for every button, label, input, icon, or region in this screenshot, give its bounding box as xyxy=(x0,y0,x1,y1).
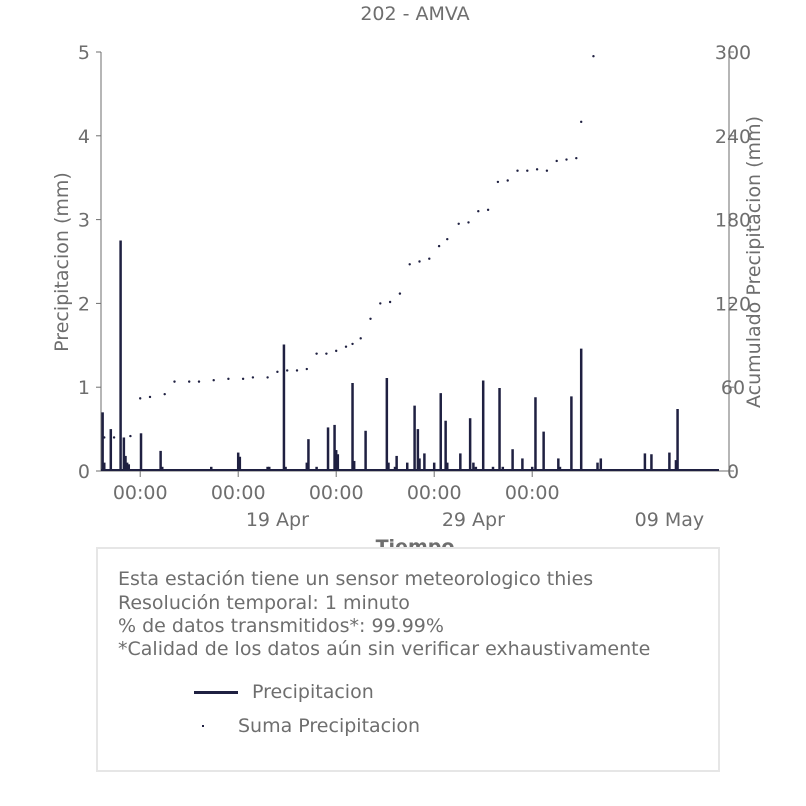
legend-suma-precipitacion: Suma Precipitacion xyxy=(238,715,421,737)
x-date-label: 19 Apr xyxy=(246,509,309,531)
cumulative-point xyxy=(477,210,480,213)
cumulative-point xyxy=(457,222,460,225)
cumulative-point xyxy=(139,397,142,400)
y2-tick-label: 60 xyxy=(721,377,745,399)
x-date-label: 09 May xyxy=(635,509,705,531)
info-legend-box: Esta estación tiene un sensor meteorolog… xyxy=(96,547,720,772)
y-tick-label: 2 xyxy=(78,293,90,315)
cumulative-point xyxy=(241,377,245,381)
cumulative-point xyxy=(580,120,583,124)
y2-tick-label: 180 xyxy=(715,210,751,232)
legend-dot-swatch xyxy=(202,725,204,727)
x-tick-label: 00:00 xyxy=(505,482,560,504)
cumulative-point xyxy=(555,159,558,163)
cumulative-point xyxy=(295,369,299,372)
legend-precipitacion: Precipitacion xyxy=(252,681,374,703)
cumulative-point xyxy=(388,300,392,304)
cumulative-point xyxy=(379,302,382,305)
y-tick-label: 0 xyxy=(78,461,90,483)
y-tick-label: 5 xyxy=(78,42,90,64)
y2-tick-label: 300 xyxy=(715,42,751,64)
y2-tick-label: 240 xyxy=(715,126,751,148)
cumulative-point xyxy=(359,337,362,340)
cumulative-point xyxy=(344,345,348,348)
info-sensor: Esta estación tiene un sensor meteorolog… xyxy=(118,568,594,590)
cumulative-point xyxy=(526,169,529,172)
cumulative-point xyxy=(212,379,215,382)
info-resolution: Resolución temporal: 1 minuto xyxy=(118,592,410,614)
cumulative-series xyxy=(103,54,595,439)
cumulative-point xyxy=(398,292,402,295)
cumulative-point xyxy=(276,370,279,374)
y2-tick-label: 120 xyxy=(715,293,751,315)
x-date-label: 29 Apr xyxy=(442,509,505,531)
x-tick-label: 00:00 xyxy=(211,482,266,504)
cumulative-point xyxy=(418,260,421,263)
x-tick-label: 00:00 xyxy=(407,482,462,504)
cumulative-point xyxy=(173,380,176,383)
cumulative-point xyxy=(266,376,269,379)
y-tick-label: 3 xyxy=(78,210,90,232)
cumulative-point xyxy=(545,169,549,172)
y2-axis-label: Acumulado Precipitacion (mm) xyxy=(743,116,765,408)
cumulative-point xyxy=(437,244,441,248)
cumulative-point xyxy=(129,434,132,438)
cumulative-point xyxy=(188,380,191,383)
cumulative-point xyxy=(506,179,509,182)
cumulative-point xyxy=(592,54,595,58)
cumulative-point xyxy=(286,369,289,372)
y-tick-label: 4 xyxy=(78,126,90,148)
cumulative-point xyxy=(335,349,338,353)
cumulative-point xyxy=(428,257,431,260)
precipitation-series xyxy=(101,240,719,471)
cumulative-point xyxy=(103,436,106,439)
cumulative-point xyxy=(575,156,578,160)
cumulative-point xyxy=(148,395,152,399)
cumulative-point xyxy=(163,392,166,396)
cumulative-point xyxy=(486,208,490,212)
y2-tick-label: 0 xyxy=(727,461,739,483)
cumulative-point xyxy=(516,169,519,172)
axes: 0 1 2 3 4 5 0 60 120 180 240 300 00:00 00:00 00:00 00:0… xyxy=(78,42,751,531)
cumulative-point xyxy=(351,342,354,346)
cumulative-point xyxy=(408,263,411,266)
cumulative-point xyxy=(305,367,308,371)
cumulative-point xyxy=(197,380,201,383)
cumulative-point xyxy=(565,158,568,161)
cumulative-point xyxy=(467,221,470,224)
cumulative-point xyxy=(496,180,500,184)
info-transmitted: % de datos transmitidos*: 99.99% xyxy=(118,615,444,637)
x-tick-label: 00:00 xyxy=(113,482,168,504)
cumulative-point xyxy=(535,168,539,171)
cumulative-point xyxy=(227,377,230,381)
y-tick-label: 1 xyxy=(78,377,90,399)
info-quality-note: *Calidad de los datos aún sin verificar … xyxy=(118,638,651,660)
x-tick-label: 00:00 xyxy=(309,482,364,504)
cumulative-point xyxy=(369,317,372,320)
cumulative-point xyxy=(325,352,328,355)
cumulative-point xyxy=(251,376,255,379)
cumulative-point xyxy=(315,352,318,355)
legend-line-swatch xyxy=(194,691,238,694)
y-axis-label: Precipitacion (mm) xyxy=(51,172,73,352)
chart-title: 202 - AMVA xyxy=(360,3,469,25)
cumulative-point xyxy=(446,237,449,241)
cumulative-point xyxy=(112,436,116,439)
